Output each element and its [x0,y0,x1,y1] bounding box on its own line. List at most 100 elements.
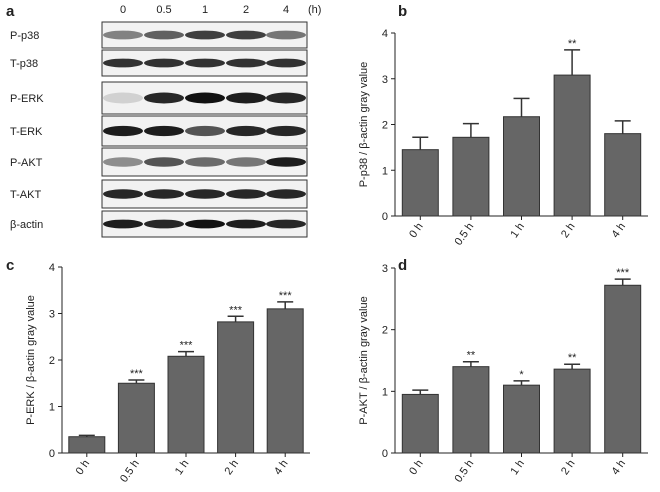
y-axis-label: P-ERK / β-actin gray value [25,295,37,425]
blot-band [266,30,306,40]
row-label: P-p38 [10,30,39,42]
row-label: T-p38 [10,58,38,70]
bar [452,366,490,454]
x-tick-label: 4 h [610,458,629,477]
blot-band [144,92,184,104]
blot-band [266,92,306,104]
blot-band [103,58,143,68]
significance: *** [279,290,293,302]
blot-band [185,30,225,40]
x-tick-label: 1 h [173,458,192,477]
bar [553,74,591,217]
x-tick-label: 0.5 h [452,458,476,485]
blot-band [144,58,184,68]
lane-unit: (h) [308,4,321,16]
blot-band [144,189,184,199]
x-tick-label: 4 h [272,458,291,477]
y-tick-label: 0 [382,448,388,460]
blot-band [185,157,225,167]
y-tick-label: 0 [49,448,55,460]
y-tick-label: 2 [382,120,388,132]
blot-band [103,92,143,104]
significance: *** [180,340,194,352]
y-tick-label: 3 [382,263,388,275]
blot-band [103,219,143,229]
blot-band [144,157,184,167]
x-tick-label: 0 h [407,458,426,477]
panel-label: a [6,3,15,20]
blot-band [185,92,225,104]
x-tick-label: 0 h [74,458,93,477]
bar [217,321,255,454]
bar [266,308,304,454]
blot-band [103,30,143,40]
blot-band [226,157,266,167]
blot-band [185,189,225,199]
bar [452,136,490,217]
row-label: T-AKT [10,189,41,201]
blot-band [266,58,306,68]
x-tick-label: 0.5 h [118,458,142,485]
bar [401,149,439,217]
y-tick-label: 1 [382,386,388,398]
bar [68,436,106,454]
row-label: P-ERK [10,93,44,105]
significance: ** [568,38,577,50]
blot-band [185,219,225,229]
blot-band [226,125,266,137]
lane-label: 0 [120,4,126,16]
row-label: T-ERK [10,126,43,138]
bar [167,355,205,454]
y-tick-label: 2 [382,325,388,337]
significance: *** [229,304,243,316]
x-tick-label: 4 h [610,221,629,240]
panel-label: b [398,3,407,20]
blot-band [266,219,306,229]
panel-label: c [6,257,14,274]
x-tick-label: 0 h [407,221,426,240]
blot-band [226,92,266,104]
blot-band [144,219,184,229]
bar [117,382,155,454]
significance: *** [616,267,630,279]
y-axis-label: P-p38 / β-actin gray value [358,62,370,188]
lane-label: 4 [283,4,289,16]
bar [503,116,540,217]
y-tick-label: 2 [49,355,55,367]
y-tick-label: 1 [382,165,388,177]
x-tick-label: 1 h [508,458,527,477]
blot-band [226,189,266,199]
y-tick-label: 3 [382,74,388,86]
x-tick-label: 0.5 h [452,221,476,248]
bar [553,368,591,454]
significance: *** [130,368,144,380]
blot-band [144,30,184,40]
blot-band [103,189,143,199]
blot-band [185,58,225,68]
significance: ** [467,350,476,362]
blot-band [103,125,143,137]
blot-band [103,157,143,167]
blot-band [226,219,266,229]
y-tick-label: 0 [382,211,388,223]
y-tick-label: 4 [382,28,388,40]
bar [604,284,642,454]
blot-band [226,58,266,68]
lane-label: 1 [202,4,208,16]
significance: * [519,369,524,381]
x-tick-label: 2 h [222,458,241,477]
blot-band [266,157,306,167]
blot-band [144,125,184,137]
bar [604,133,642,217]
blot-band [226,30,266,40]
x-tick-label: 2 h [559,221,578,240]
y-tick-label: 1 [49,402,55,414]
y-axis-label: P-AKT / β-actin gray value [358,296,370,424]
y-tick-label: 3 [49,309,55,321]
row-label: P-AKT [10,157,43,169]
x-tick-label: 1 h [508,221,527,240]
blot-band [185,125,225,137]
lane-label: 0.5 [156,4,171,16]
panel-label: d [398,257,407,274]
